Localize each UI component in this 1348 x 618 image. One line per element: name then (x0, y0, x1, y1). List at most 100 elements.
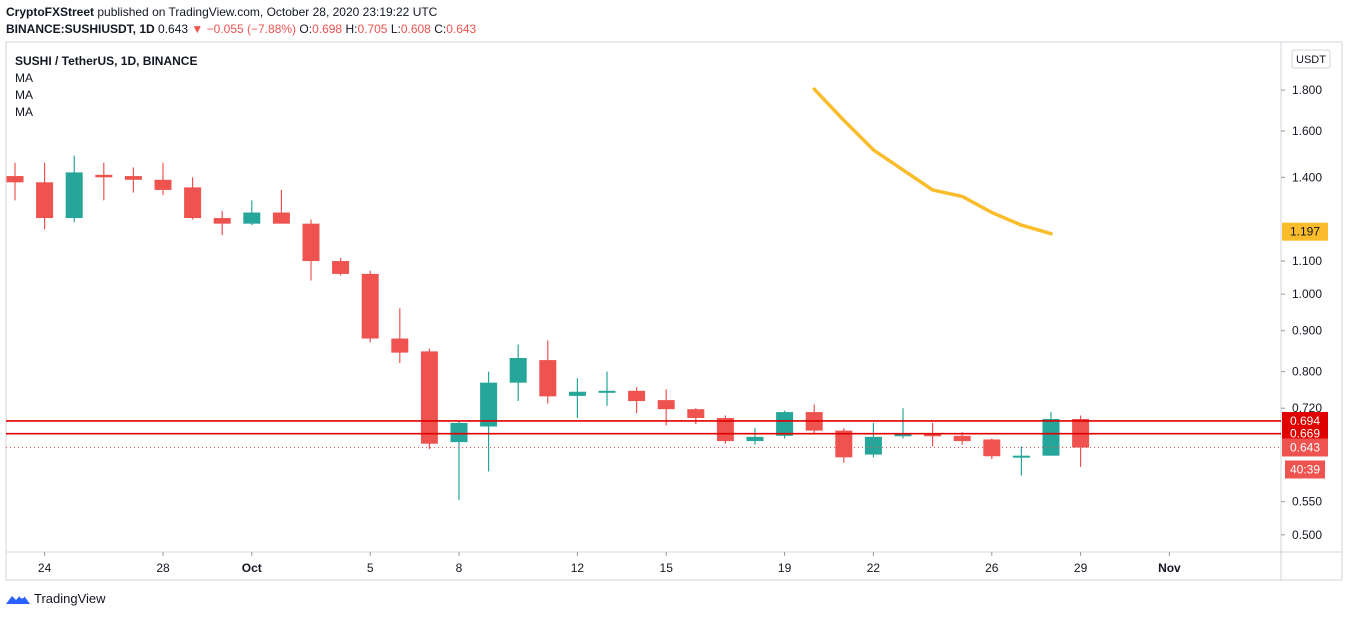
last-price-label-text: 0.643 (1290, 440, 1320, 454)
candle-2020-10-14 (628, 387, 646, 414)
tradingview-logo[interactable]: TradingView (6, 591, 106, 606)
symbol-line: BINANCE:SUSHIUSDT, 1D 0.643 ▼ −0.055 (−7… (6, 22, 476, 36)
candle-body (332, 261, 350, 274)
candle-body (243, 212, 261, 224)
resistance-price-label-2-box (1282, 424, 1328, 443)
candle-body (953, 435, 971, 442)
x-tick-label: 28 (156, 561, 170, 575)
ma-price-label-box (1282, 222, 1328, 241)
candles-group (6, 155, 1090, 500)
candle-body (776, 412, 794, 436)
candle-body (568, 391, 586, 396)
legend-title: SUSHI / TetherUS, 1D, BINANCE (15, 54, 197, 68)
candle-2020-10-22 (864, 422, 882, 458)
candle-body (539, 360, 557, 397)
candle-body (657, 400, 675, 410)
candle-body (894, 434, 912, 437)
candle-body (983, 439, 1001, 457)
high-label: H: (345, 22, 358, 36)
currency-button[interactable]: USDT (1291, 49, 1331, 69)
publisher-line: CryptoFXStreet published on TradingView.… (6, 5, 437, 19)
candle-body (302, 223, 320, 262)
candle-body (746, 436, 764, 442)
x-tick-label: 15 (660, 561, 674, 575)
tradingview-logo-icon (6, 592, 30, 604)
candle-body (36, 182, 54, 219)
candle-2020-09-24 (36, 162, 54, 230)
candle-body (687, 409, 705, 418)
candle-body (184, 187, 202, 219)
candle-2020-10-12 (568, 378, 586, 418)
open-value: 0.698 (312, 22, 343, 36)
resistance-price-label-2-text: 0.669 (1290, 427, 1320, 441)
candle-2020-09-27 (124, 167, 142, 193)
candle-2020-10-04 (332, 257, 350, 276)
candle-body (65, 172, 83, 219)
ma-price-label: 1.197 (1282, 222, 1328, 241)
candle-body (628, 390, 646, 402)
time-axis-ticks: 24 28 Oct 5 8 12 15 19 22 26 29 Nov (38, 552, 1181, 575)
x-tick-label: 5 (367, 561, 374, 575)
y-tick-label: 1.400 (1292, 170, 1322, 184)
candle-2020-09-30 (213, 211, 231, 236)
y-tick-label: 1.000 (1292, 287, 1322, 301)
y-tick-label: 0.720 (1292, 401, 1322, 415)
candle-body (450, 422, 468, 443)
moving-average-line (812, 87, 1053, 236)
candlestick-chart[interactable]: 0.500 0.550 0.720 0.800 0.900 1.000 1.100 1.400… (0, 0, 1348, 590)
candle-body (6, 176, 24, 183)
published-text: published on TradingView.com, October 28… (97, 5, 438, 19)
legend-indicator-ma-3[interactable]: MA (15, 105, 33, 119)
candle-body (272, 212, 290, 224)
y-tick-label: 0.550 (1292, 495, 1322, 509)
change-value: −0.055 (−7.88%) (206, 22, 297, 36)
close-value: 0.643 (446, 22, 477, 36)
y-tick-label: 0.900 (1292, 324, 1322, 338)
x-tick-label: 22 (867, 561, 881, 575)
candle-2020-10-29 (1072, 415, 1090, 467)
y-tick-label: 1.600 (1292, 124, 1322, 138)
open-label: O: (299, 22, 313, 36)
countdown-text: 40:39 (1290, 462, 1320, 476)
candle-body (124, 176, 142, 180)
candle-body (154, 179, 172, 190)
publisher-name[interactable]: CryptoFXStreet (6, 5, 95, 19)
candle-2020-10-24 (924, 422, 942, 447)
candle-2020-10-27 (1012, 446, 1030, 476)
x-tick-label: 12 (571, 561, 585, 575)
x-tick-label: Nov (1158, 561, 1181, 575)
candle-2020-09-29 (184, 177, 202, 220)
last-price-label-box (1282, 438, 1328, 457)
x-tick-label: 24 (38, 561, 52, 575)
y-tick-label: 0.800 (1292, 365, 1322, 379)
currency-button-label[interactable]: USDT (1296, 54, 1326, 66)
candle-2020-10-03 (302, 219, 320, 281)
symbol-name: BINANCE:SUSHIUSDT, 1D (6, 22, 155, 36)
candle-2020-09-23 (6, 162, 24, 201)
price-axis-ticks: 0.500 0.550 0.720 0.800 0.900 1.000 1.100 1.400… (1281, 83, 1322, 542)
currency-button-box[interactable] (1291, 49, 1331, 69)
candle-2020-10-15 (657, 389, 675, 426)
chart-legend: SUSHI / TetherUS, 1D, BINANCE MA MA MA (15, 54, 197, 119)
legend-indicator-ma-1[interactable]: MA (15, 71, 33, 85)
close-label: C: (434, 22, 447, 36)
x-tick-label: 26 (985, 561, 999, 575)
candle-body (598, 390, 616, 393)
candle-body (924, 434, 942, 437)
ma-price-label-text: 1.197 (1290, 225, 1320, 239)
down-arrow-icon: ▼ (191, 22, 204, 36)
candle-2020-10-06 (391, 308, 409, 364)
candle-body (420, 351, 438, 444)
candle-2020-09-25 (65, 155, 83, 223)
candle-2020-10-13 (598, 371, 616, 406)
low-value: 0.608 (400, 22, 431, 36)
legend-indicator-ma-2[interactable]: MA (15, 88, 33, 102)
candle-body (509, 358, 527, 383)
candle-body (864, 436, 882, 455)
last-price-label: 0.643 (1282, 438, 1328, 457)
candle-body (480, 382, 498, 427)
x-tick-label: Oct (242, 561, 262, 575)
y-tick-label: 1.800 (1292, 83, 1322, 97)
candle-body (361, 273, 379, 339)
